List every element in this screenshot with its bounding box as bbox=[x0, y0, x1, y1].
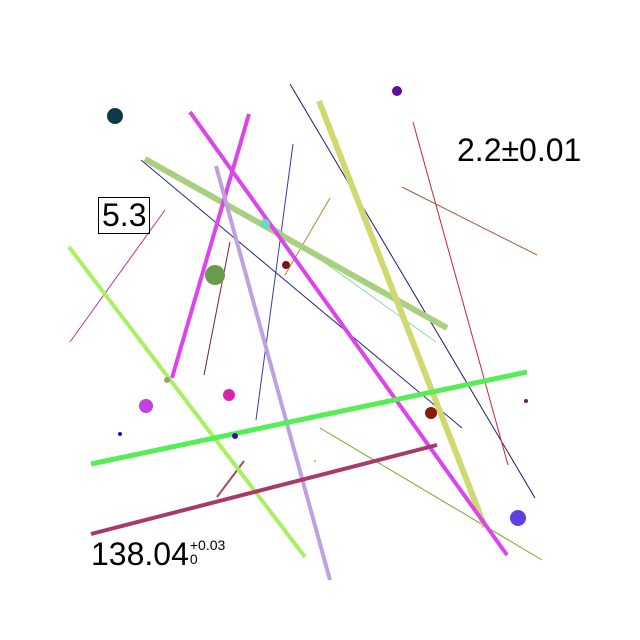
value-label-top-right: 2.2±0.01 bbox=[457, 132, 582, 168]
dot bbox=[164, 377, 170, 383]
line bbox=[170, 113, 251, 379]
line bbox=[143, 156, 449, 331]
dot bbox=[524, 399, 528, 403]
line bbox=[214, 165, 332, 581]
line bbox=[140, 159, 463, 429]
line bbox=[401, 186, 538, 256]
line bbox=[203, 241, 231, 376]
dot bbox=[107, 108, 123, 124]
line bbox=[289, 83, 536, 499]
dot bbox=[260, 219, 270, 229]
dot bbox=[205, 265, 225, 285]
value-subscript: 0 bbox=[189, 551, 198, 567]
dot bbox=[510, 510, 526, 526]
line bbox=[90, 443, 438, 536]
line bbox=[319, 427, 543, 561]
value-label-boxed: 5.3 bbox=[98, 197, 151, 234]
dot bbox=[282, 261, 290, 269]
dot bbox=[425, 407, 437, 419]
dot bbox=[314, 460, 316, 462]
line bbox=[316, 99, 488, 529]
dot bbox=[392, 86, 402, 96]
line bbox=[284, 197, 331, 276]
dot bbox=[139, 399, 153, 413]
dot bbox=[232, 433, 238, 439]
value-base: 138.04 bbox=[91, 536, 189, 572]
value-superscript: +0.03 bbox=[189, 537, 226, 553]
line bbox=[216, 460, 245, 498]
value-label-bottom-left: 138.04 +0.03 0 bbox=[91, 538, 225, 570]
dot bbox=[118, 432, 122, 436]
dot bbox=[223, 389, 235, 401]
line bbox=[255, 143, 294, 421]
line bbox=[412, 121, 509, 466]
line bbox=[90, 369, 528, 467]
line bbox=[69, 209, 166, 343]
line bbox=[67, 245, 307, 559]
line bbox=[188, 110, 509, 557]
